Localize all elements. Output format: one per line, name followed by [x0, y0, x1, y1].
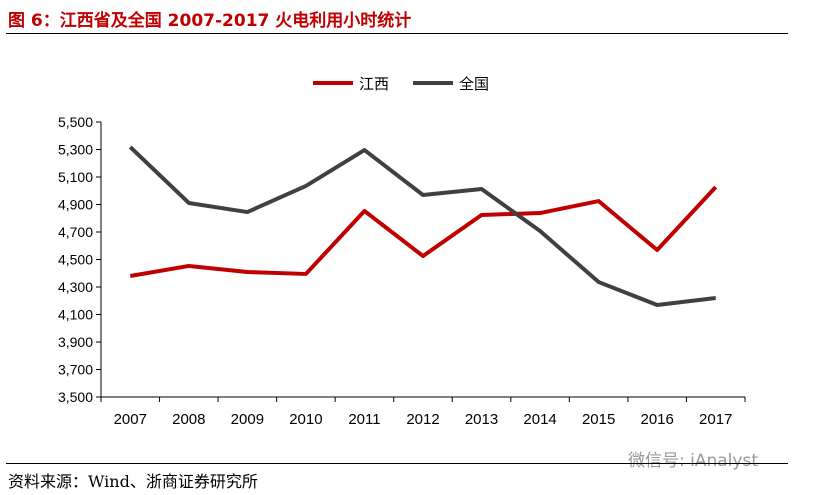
x-tick-label: 2014	[523, 411, 556, 428]
y-tick-label: 4,900	[58, 197, 93, 213]
y-tick-label: 3,500	[58, 389, 93, 405]
y-tick-label: 3,700	[58, 362, 93, 378]
y-tick-label: 4,100	[58, 307, 93, 323]
x-tick-label: 2010	[289, 411, 322, 428]
y-tick-label: 4,500	[58, 252, 93, 268]
x-tick-label: 2013	[465, 411, 498, 428]
series-line-jiangxi	[129, 185, 718, 278]
source-note: 资料来源：Wind、浙商证券研究所	[8, 472, 258, 491]
x-tick-label: 2007	[114, 411, 147, 428]
y-tick-label: 5,500	[58, 114, 93, 130]
y-tick-label: 4,300	[58, 279, 93, 295]
x-tick-label: 2012	[406, 411, 439, 428]
y-tick-label: 3,900	[58, 334, 93, 350]
legend-label: 江西	[359, 75, 389, 93]
x-tick-label: 2015	[582, 411, 615, 428]
y-tick-label: 5,300	[58, 142, 93, 158]
x-tick-label: 2011	[348, 411, 380, 428]
watermark: 微信号: iAnalyst	[628, 451, 758, 471]
figure-title: 图 6：江西省及全国 2007-2017 火电利用小时统计	[8, 11, 412, 31]
title-rule	[6, 33, 788, 34]
source-rule	[6, 463, 788, 464]
y-tick-label: 5,100	[58, 169, 93, 185]
legend-label: 全国	[459, 75, 489, 93]
x-tick-label: 2009	[231, 411, 264, 428]
line-chart: 3,500 3,700 3,900 4,100 4,300 4,500 4,700 4,900…	[58, 75, 746, 428]
y-tick-label: 4,700	[58, 224, 93, 240]
x-tick-label: 2017	[699, 411, 732, 428]
x-tick-label: 2008	[172, 411, 205, 428]
x-tick-label: 2016	[640, 411, 673, 428]
